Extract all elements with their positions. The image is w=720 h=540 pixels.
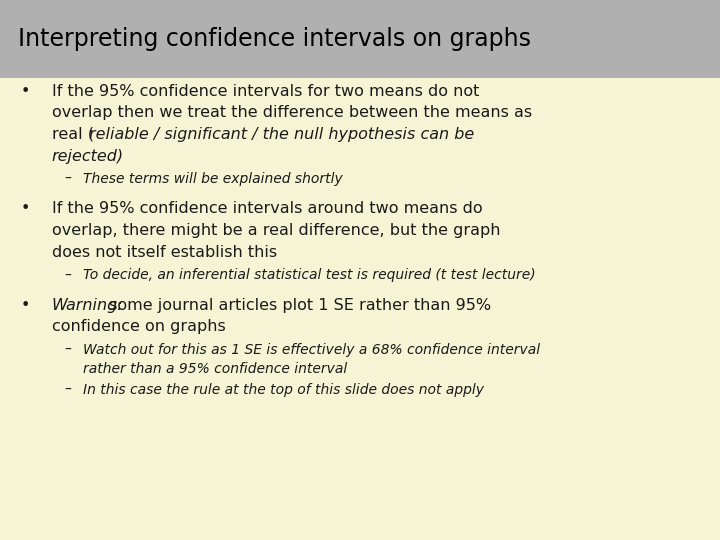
Text: rather than a 95% confidence interval: rather than a 95% confidence interval [83,362,347,376]
Text: rejected): rejected) [52,148,124,164]
Text: –: – [65,343,72,357]
Text: some journal articles plot 1 SE rather than 95%: some journal articles plot 1 SE rather t… [104,298,492,313]
Text: Warning:: Warning: [52,298,123,313]
Text: overlap then we treat the difference between the means as: overlap then we treat the difference bet… [52,105,532,120]
Text: If the 95% confidence intervals for two means do not: If the 95% confidence intervals for two … [52,84,480,99]
Text: •: • [20,84,30,99]
Text: •: • [20,298,30,313]
Text: In this case the rule at the top of this slide does not apply: In this case the rule at the top of this… [83,383,484,397]
Text: overlap, there might be a real difference, but the graph: overlap, there might be a real differenc… [52,223,500,238]
FancyBboxPatch shape [0,0,720,78]
Text: •: • [20,201,30,217]
Text: To decide, an inferential statistical test is required (t test lecture): To decide, an inferential statistical te… [83,268,536,282]
Text: does not itself establish this: does not itself establish this [52,245,277,260]
Text: –: – [65,268,72,282]
Text: Watch out for this as 1 SE is effectively a 68% confidence interval: Watch out for this as 1 SE is effectivel… [83,343,540,357]
Text: –: – [65,172,72,186]
Text: confidence on graphs: confidence on graphs [52,319,225,334]
Text: If the 95% confidence intervals around two means do: If the 95% confidence intervals around t… [52,201,482,217]
Text: –: – [65,383,72,397]
Text: Interpreting confidence intervals on graphs: Interpreting confidence intervals on gra… [18,27,531,51]
Text: These terms will be explained shortly: These terms will be explained shortly [83,172,343,186]
Text: reliable / significant / the null hypothesis can be: reliable / significant / the null hypoth… [89,127,474,142]
Text: real (: real ( [52,127,94,142]
